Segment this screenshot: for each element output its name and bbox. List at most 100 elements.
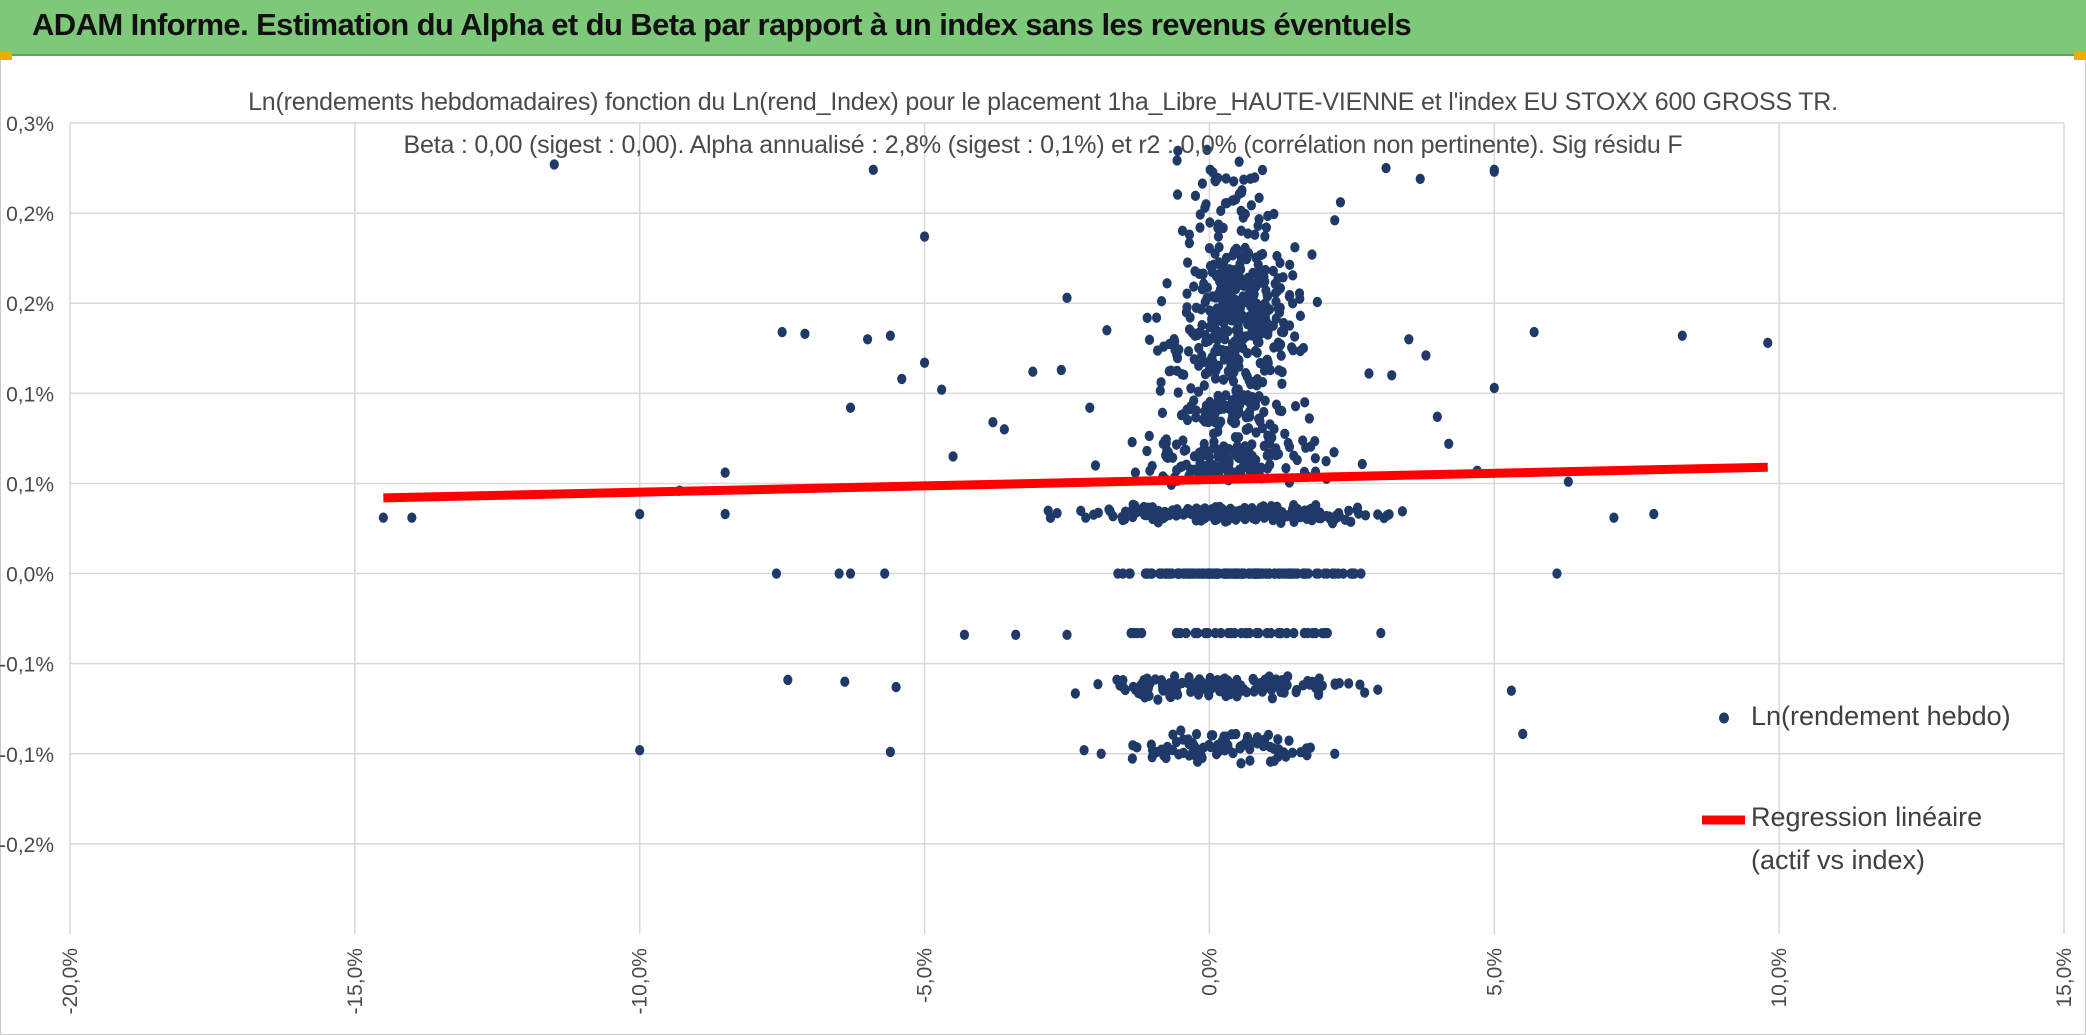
data-point	[1270, 511, 1281, 522]
data-point	[1153, 694, 1163, 705]
data-point	[1234, 156, 1244, 167]
data-point	[1192, 329, 1202, 341]
data-point	[1284, 441, 1295, 453]
data-point	[1311, 568, 1321, 579]
data-point	[1190, 266, 1200, 277]
data-point	[1334, 678, 1344, 689]
data-point	[1223, 326, 1233, 337]
data-point	[1273, 448, 1284, 460]
data-point	[635, 508, 645, 520]
data-point	[1233, 319, 1243, 331]
data-point	[1171, 510, 1181, 521]
data-point	[1268, 265, 1278, 277]
data-point	[1214, 241, 1224, 253]
data-point	[1260, 395, 1270, 407]
data-point	[1172, 189, 1183, 200]
data-point	[1259, 365, 1270, 376]
data-point	[1178, 435, 1188, 446]
data-point	[1162, 278, 1172, 289]
data-point	[1227, 411, 1238, 423]
x-tick-label: -15,0%	[344, 948, 367, 1015]
data-point	[1198, 268, 1208, 279]
data-point	[1387, 370, 1397, 381]
data-point	[1229, 176, 1239, 187]
data-point	[1518, 728, 1528, 740]
data-point	[1228, 747, 1238, 759]
data-point	[1130, 684, 1141, 695]
chart-subtitle: Beta : 0,00 (sigest : 0,00). Alpha annua…	[403, 131, 1683, 159]
data-point	[1145, 465, 1155, 476]
data-point	[1191, 728, 1202, 740]
data-point	[1219, 441, 1229, 452]
data-point	[1276, 350, 1286, 361]
x-tick-label: 0,0%	[1198, 948, 1221, 996]
data-point	[1234, 361, 1244, 372]
data-point	[1177, 225, 1188, 237]
data-point	[1506, 685, 1516, 696]
data-point	[1329, 447, 1339, 458]
data-point	[720, 467, 730, 478]
data-point	[1344, 505, 1354, 516]
data-point	[1156, 295, 1167, 307]
data-point	[1255, 249, 1265, 261]
y-tick-label: 0,1%	[6, 383, 54, 406]
legend-label-regression-1: Regression linéaire	[1751, 802, 1983, 832]
data-point	[1290, 242, 1300, 253]
data-point	[1355, 679, 1365, 690]
data-point	[1250, 229, 1260, 240]
data-point	[1197, 446, 1208, 457]
data-point	[1444, 438, 1454, 449]
data-point	[1108, 510, 1118, 522]
data-point	[1231, 514, 1241, 525]
data-point	[1127, 753, 1137, 764]
data-point	[1227, 679, 1237, 690]
data-point	[1282, 627, 1292, 639]
data-point	[1219, 317, 1229, 329]
data-point	[1307, 249, 1317, 260]
data-point	[1489, 166, 1499, 177]
data-point	[1258, 683, 1268, 694]
data-point	[1151, 312, 1162, 323]
data-point	[1197, 319, 1207, 331]
data-point	[1285, 289, 1295, 301]
data-point	[1210, 328, 1220, 340]
data-point	[1076, 505, 1086, 517]
data-point	[1381, 162, 1391, 174]
data-point	[1147, 744, 1158, 756]
data-point	[1421, 350, 1431, 361]
data-point	[1279, 687, 1289, 698]
data-point	[1285, 259, 1295, 271]
data-point	[1211, 407, 1221, 418]
data-point	[1207, 358, 1217, 369]
data-point	[1217, 346, 1227, 357]
data-point	[1415, 173, 1425, 185]
data-point	[1203, 366, 1214, 378]
data-point	[1189, 281, 1199, 292]
data-point	[1313, 689, 1324, 701]
data-point	[1321, 456, 1331, 467]
data-point	[1189, 464, 1199, 475]
data-point	[1276, 517, 1286, 529]
data-point	[800, 328, 810, 340]
data-point	[1146, 568, 1156, 579]
data-point	[1281, 463, 1291, 474]
data-point	[1260, 734, 1270, 745]
data-point	[1295, 293, 1305, 304]
data-point	[1196, 750, 1206, 761]
data-point	[1263, 357, 1273, 369]
data-point	[1266, 684, 1277, 696]
data-point	[1364, 368, 1374, 379]
data-point	[1213, 426, 1223, 437]
data-point	[1230, 266, 1240, 278]
data-point	[1192, 676, 1203, 688]
data-point	[919, 231, 930, 242]
data-point	[1127, 436, 1137, 448]
y-tick-label: 0,1%	[6, 473, 54, 496]
data-point	[1266, 627, 1276, 639]
data-point	[1267, 432, 1277, 443]
data-point	[1242, 348, 1252, 359]
data-point	[1237, 568, 1248, 579]
corner-marker-right	[2074, 52, 2086, 60]
data-point	[1130, 467, 1141, 478]
